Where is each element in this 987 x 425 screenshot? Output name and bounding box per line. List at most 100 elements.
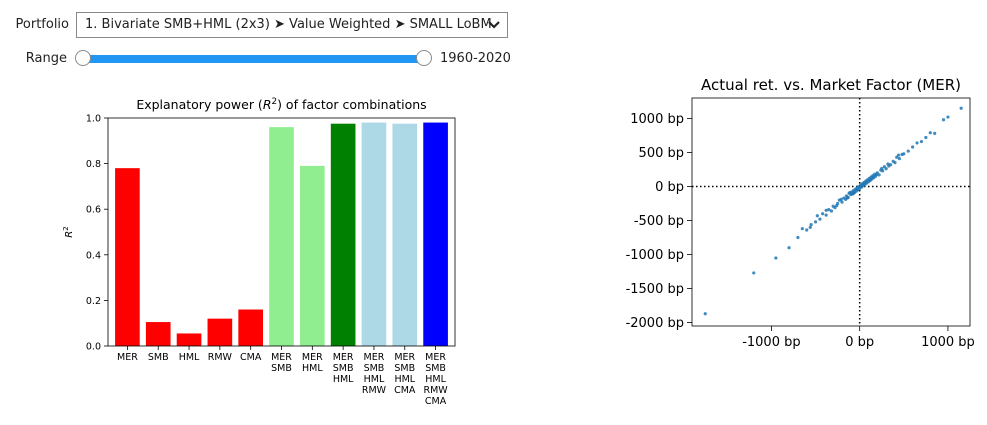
portfolio-label: Portfolio [15,17,69,32]
bar [423,122,448,346]
x-tick-label: 1000 bp [921,335,975,350]
scatter-point [821,212,825,216]
bar [176,333,202,346]
bar [330,123,356,346]
scatter-point [911,145,915,149]
scatter-point [815,214,819,218]
bar [238,309,264,346]
scatter-point [818,217,822,221]
bar-chart-ylabel: R2 [62,226,75,237]
scatter-point [906,149,910,153]
scatter-chart-title: Actual ret. vs. Market Factor (MER) [701,76,961,94]
scatter-point [800,227,804,231]
scatter-point [880,166,884,171]
scatter-point [787,246,791,250]
scatter-point [796,235,800,240]
y-tick-label: 500 bp [639,146,684,161]
y-tick-label: -500 bp [634,214,684,229]
portfolio-select-value: 1. Bivariate SMB+HML (2x3) ➤ Value Weigh… [85,17,492,32]
scatter-point [887,164,891,168]
bar-category-label: MER HML [302,352,323,374]
bar-category-label: HML [179,352,200,363]
scatter-point [703,312,707,316]
y-tick-label: 0.8 [86,159,101,170]
bar-plot-frame [107,117,456,347]
scatter-point [919,139,924,144]
scatter-point [933,131,937,135]
bar-category-label: MER SMB HML RMW CMA [423,352,448,407]
mer-scatter-chart: Actual ret. vs. Market Factor (MER) 1000 … [626,76,975,350]
y-tick-label: 1000 bp [630,112,684,127]
y-tick-label: 0.0 [86,342,101,353]
bar [145,322,171,346]
y-tick-label: 0.2 [86,296,101,307]
scatter-point [808,225,812,229]
bar [392,123,418,346]
range-slider-end-handle[interactable] [416,50,432,66]
scatter-point [824,208,828,212]
scatter-point [827,208,831,212]
x-tick-label: -1000 bp [742,335,800,350]
y-tick-label: 0.4 [86,250,101,261]
scatter-point [824,213,828,217]
bar-chart-title: Explanatory power (R2) of factor combina… [136,97,426,112]
bar [361,122,387,346]
scatter-point [835,203,839,208]
scatter-point [946,115,950,119]
range-label: Range [25,51,67,66]
bar [207,318,233,346]
scatter-point [924,135,928,140]
bar-category-label: RMW [208,352,233,363]
scatter-point [862,182,866,186]
bar-category-label: MER SMB HML [333,352,354,385]
bar [299,165,325,346]
scatter-point [855,188,859,192]
chevron-down-icon [488,21,500,29]
range-slider-start-handle[interactable] [75,50,91,66]
x-tick-label: 0 bp [845,335,874,350]
y-tick-label: -2000 bp [626,316,684,331]
scatter-point [859,184,863,188]
scatter-point [959,106,963,110]
scatter-point [845,196,849,200]
scatter-point [809,222,813,227]
bar-category-label: MER SMB HML RMW [362,352,387,396]
scatter-point [752,271,756,275]
r2-bar-chart: Explanatory power (R2) of factor combina… [62,97,456,407]
bar-category-label: MER [117,352,138,363]
bar-category-label: MER SMB [271,352,292,374]
scatter-point [774,256,778,260]
y-tick-label: 0.6 [86,205,101,216]
bar-category-label: MER SMB HML CMA [394,352,416,396]
scatter-point [884,167,888,171]
scatter-point [877,173,881,177]
scatter-point [870,175,875,179]
scatter-point [805,228,809,232]
scatter-point [829,209,834,213]
y-tick-label: 1.0 [86,114,101,125]
scatter-point [915,141,919,145]
scatter-point [864,180,868,184]
y-tick-label: -1500 bp [626,282,684,297]
y-tick-label: 0 bp [655,180,684,195]
y-tick-label: -1000 bp [626,248,684,263]
scatter-point [813,220,818,224]
scatter-point [897,156,901,161]
scatter-point [896,153,901,157]
scatter-point [874,172,879,177]
scatter-point [840,200,844,204]
portfolio-select[interactable]: 1. Bivariate SMB+HML (2x3) ➤ Value Weigh… [76,12,508,38]
scatter-point [941,118,946,122]
bar-category-label: CMA [240,352,262,363]
scatter-point [839,197,843,202]
scatter-point [902,152,906,156]
scatter-point [928,131,932,135]
scatter-plot-frame [691,97,971,327]
range-value: 1960-2020 [440,51,511,66]
scatter-point [868,178,872,182]
scatter-point [848,191,852,195]
scatter-point [893,161,897,165]
range-slider-track[interactable] [82,55,426,63]
bar [115,168,140,346]
scatter-point [851,191,856,195]
